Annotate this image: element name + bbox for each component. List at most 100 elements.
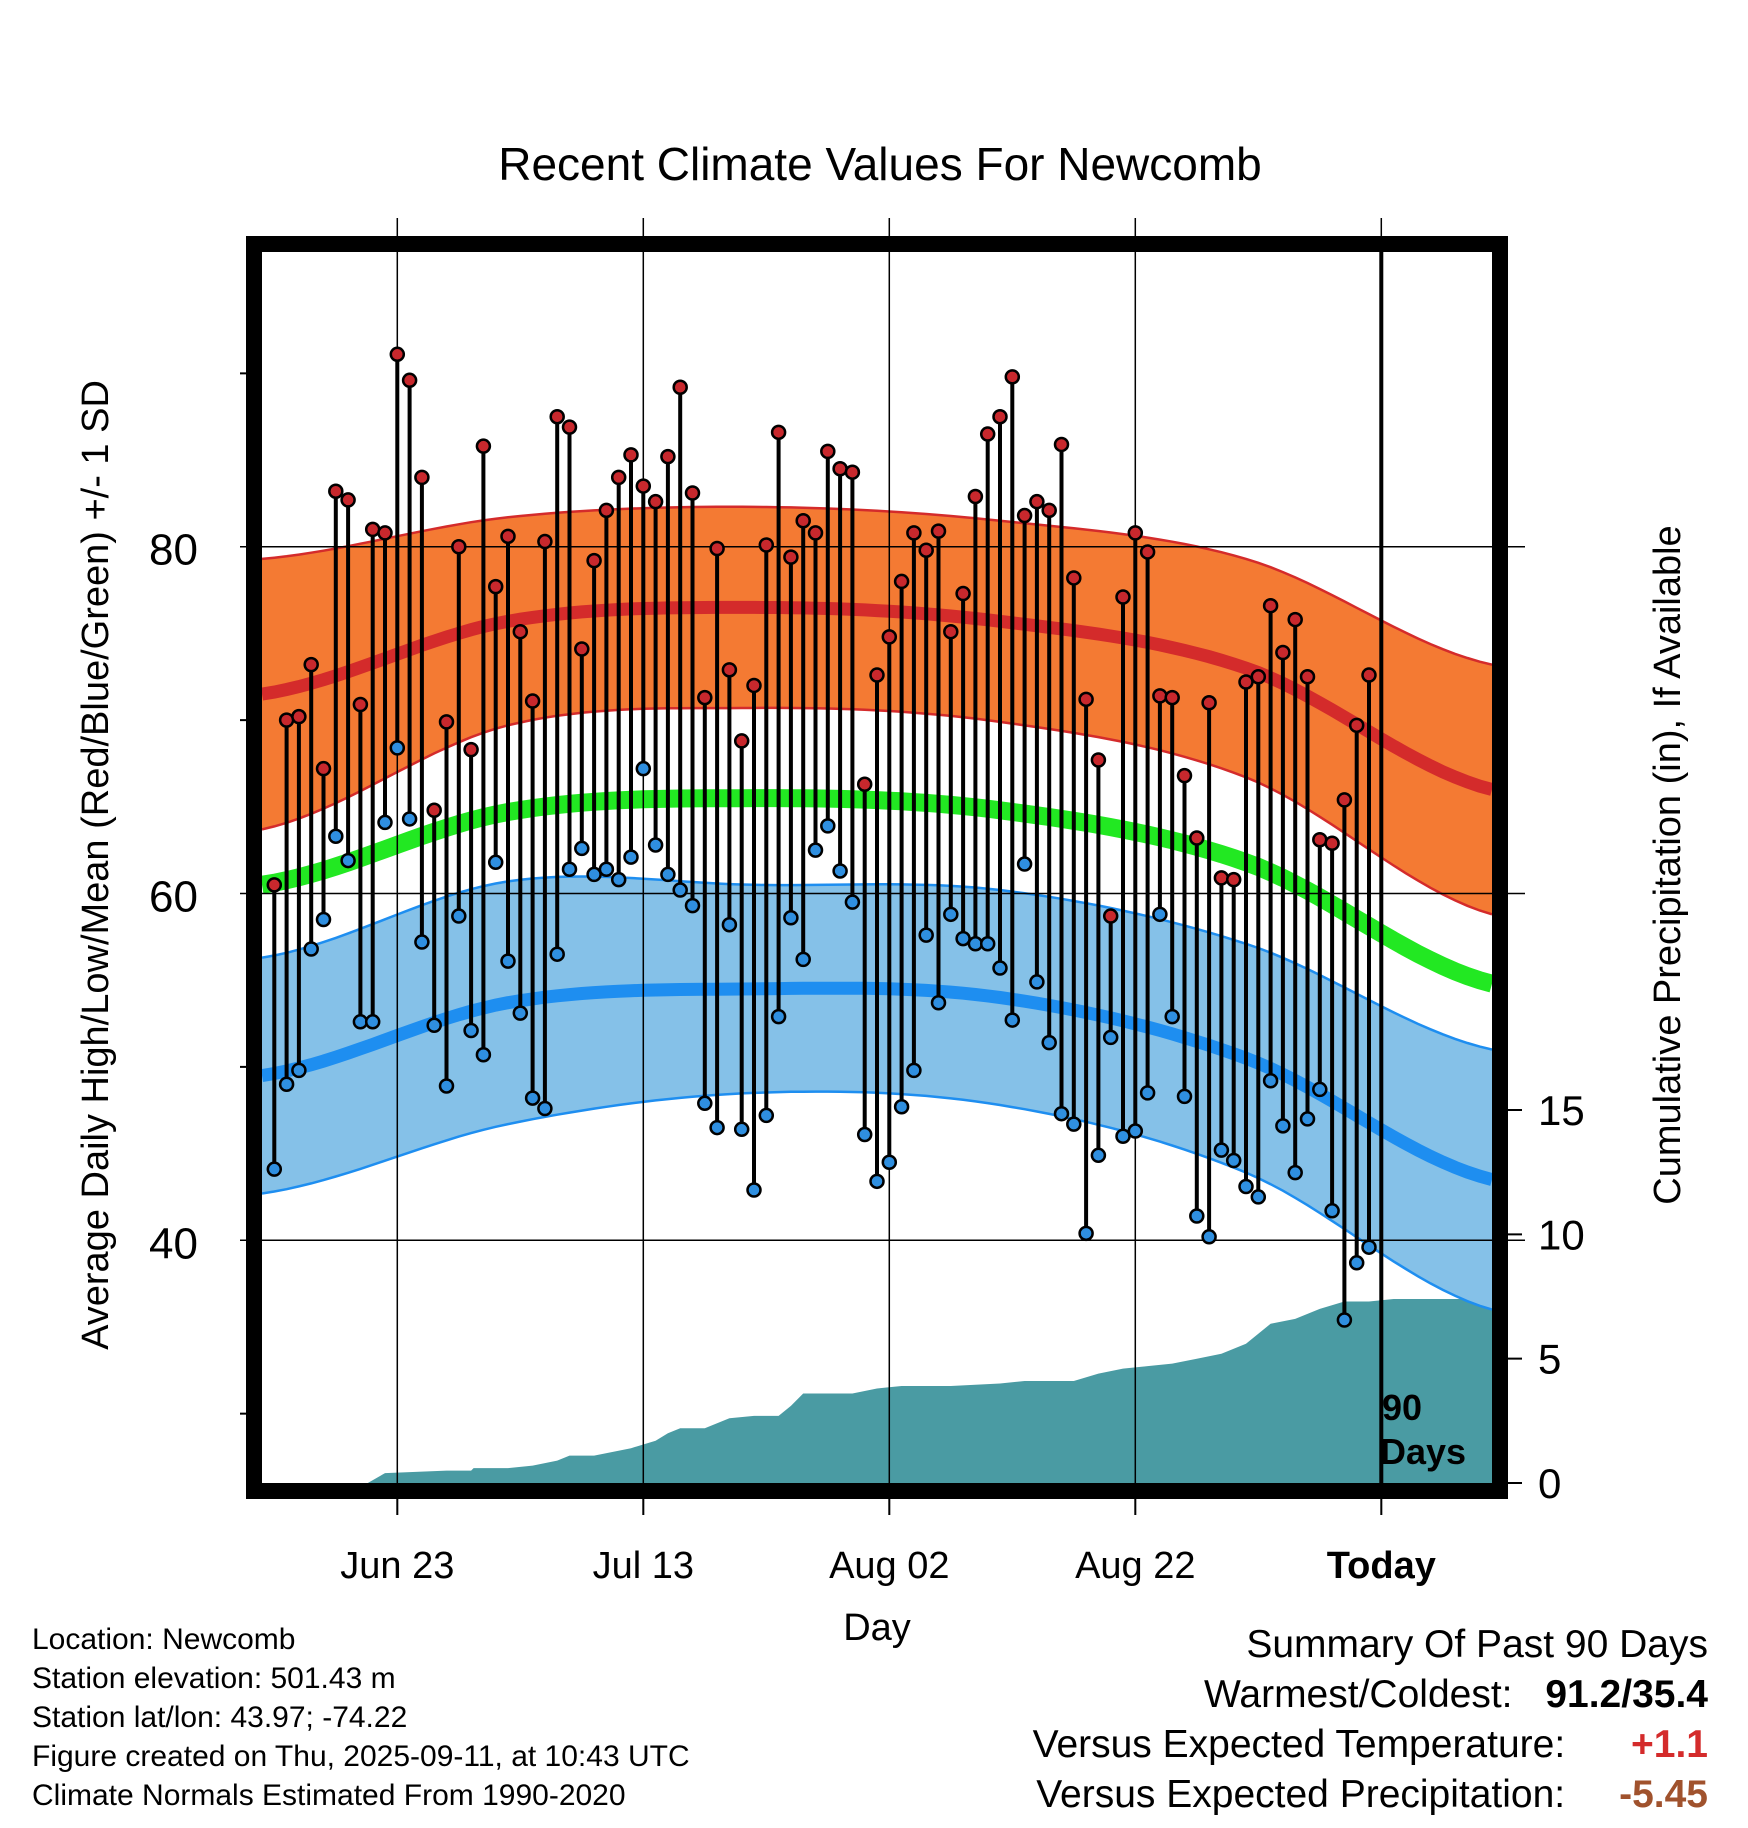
summary-heading: Summary Of Past 90 Days <box>1246 1623 1708 1666</box>
low-point <box>475 1047 492 1063</box>
low-point <box>1238 1178 1254 1195</box>
low-point <box>635 760 652 777</box>
low-point <box>943 906 959 923</box>
chart-title: Recent Climate Values For Newcomb <box>498 138 1262 190</box>
precipitation-fill <box>262 1299 1492 1483</box>
low-point <box>1004 1012 1021 1028</box>
precip-vs-expected-label: Versus Expected Precipitation: <box>1036 1773 1566 1816</box>
warm-cold-value: 91.2/35.4 <box>1545 1673 1708 1716</box>
high-point <box>1336 792 1353 808</box>
high-point <box>1287 611 1303 628</box>
low-point <box>672 882 688 898</box>
high-point <box>1164 689 1180 706</box>
low-point <box>1029 974 1045 990</box>
summary-panel: Summary Of Past 90 Days Warmest/Coldest:… <box>1033 1620 1708 1820</box>
y-right-tick-label: 5 <box>1538 1336 1561 1383</box>
high-point <box>660 448 676 465</box>
low-point <box>414 934 430 950</box>
high-point <box>1238 674 1254 690</box>
high-point <box>1004 369 1021 385</box>
high-point <box>266 877 283 893</box>
low-point <box>881 1154 898 1170</box>
temp-vs-expected-value: +1.1 <box>1631 1723 1708 1766</box>
x-axis-label: Day <box>843 1607 911 1649</box>
low-point <box>783 910 799 926</box>
high-point <box>635 478 652 494</box>
low-point <box>1139 1085 1156 1101</box>
low-point <box>586 866 602 883</box>
high-point <box>881 629 898 645</box>
low-point <box>1312 1081 1328 1098</box>
low-point <box>328 828 344 845</box>
low-point <box>647 837 664 853</box>
low-point <box>1164 1008 1180 1025</box>
high-point <box>758 537 775 553</box>
high-point <box>1275 644 1291 661</box>
high-point <box>1361 667 1377 683</box>
high-point <box>1016 507 1033 524</box>
high-point <box>721 662 738 678</box>
high-point <box>733 733 750 749</box>
high-point <box>623 447 639 463</box>
low-point <box>524 1090 541 1106</box>
low-point <box>1041 1034 1057 1051</box>
low-point <box>549 946 565 962</box>
high-point <box>598 502 615 519</box>
high-point <box>574 641 590 657</box>
low-point <box>1115 1128 1131 1144</box>
plot-border <box>246 236 1508 1499</box>
x-tick-label: Jun 23 <box>340 1545 454 1587</box>
high-point <box>647 493 664 510</box>
high-point <box>586 552 602 569</box>
low-point <box>1299 1111 1316 1127</box>
low-point <box>1201 1229 1217 1245</box>
low-point <box>660 866 676 883</box>
low-point <box>979 936 996 952</box>
high-point <box>389 346 406 363</box>
high-point <box>401 372 418 389</box>
low-point <box>451 908 467 924</box>
warm-cold-label: Warmest/Coldest: <box>1204 1673 1513 1716</box>
low-point <box>1078 1225 1094 1242</box>
high-point <box>438 714 455 730</box>
high-point <box>1213 870 1230 886</box>
low-point <box>955 930 971 947</box>
low-point <box>918 927 934 943</box>
x-tick-label: Aug 02 <box>829 1545 949 1587</box>
low-point <box>856 1126 873 1143</box>
high-point <box>524 693 541 709</box>
location-text: Location: Newcomb <box>32 1623 296 1656</box>
high-point <box>832 460 848 477</box>
high-point <box>278 712 295 728</box>
low-point <box>340 852 356 869</box>
high-point <box>893 573 910 590</box>
low-point <box>733 1121 750 1138</box>
low-point <box>1053 1105 1070 1122</box>
high-point <box>992 408 1008 425</box>
axes: Jun 23 Jul 13 Aug 02 Aug 22 Today 40 60 80 0 5 10 1… <box>149 372 1585 1587</box>
high-point <box>906 525 922 541</box>
daily-observations <box>266 346 1377 1328</box>
y-left-tick-label: 60 <box>149 873 198 922</box>
high-point <box>340 492 356 508</box>
high-point <box>610 469 627 486</box>
high-point <box>979 426 996 442</box>
high-point <box>1029 493 1045 510</box>
high-point <box>463 741 479 758</box>
high-point <box>1225 871 1242 888</box>
low-point <box>401 811 418 827</box>
low-point <box>992 960 1008 976</box>
high-point <box>291 708 307 725</box>
high-point <box>487 578 504 595</box>
low-point <box>537 1100 553 1117</box>
low-point <box>893 1099 910 1115</box>
high-point <box>807 525 824 541</box>
low-point <box>1213 1142 1230 1158</box>
low-point <box>684 897 701 914</box>
low-point <box>1361 1239 1377 1255</box>
low-point <box>697 1095 713 1112</box>
low-point <box>906 1062 922 1079</box>
low-point <box>561 861 578 877</box>
high-point <box>303 656 319 673</box>
